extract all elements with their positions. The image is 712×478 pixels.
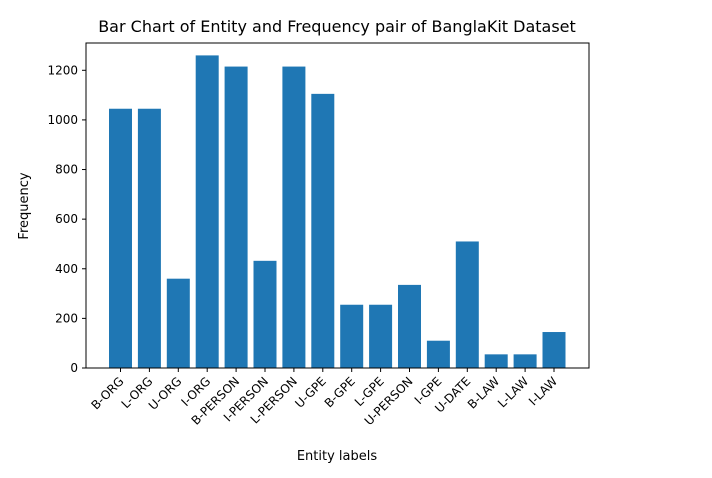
y-tick-label: 0 <box>70 361 78 375</box>
bar-b-person <box>224 66 248 368</box>
x-axis: B-ORGL-ORGU-ORGI-ORGB-PERSONI-PERSONL-PE… <box>88 368 560 428</box>
bar-l-gpe <box>369 304 393 368</box>
plot-frame <box>85 42 590 369</box>
bar-l-person <box>282 66 306 368</box>
bar-u-person <box>398 284 421 368</box>
x-tick-label: B-LAW <box>465 374 503 412</box>
bar-u-date <box>455 241 479 368</box>
y-tick-label: 600 <box>55 212 78 226</box>
x-axis-label: Entity labels <box>297 449 378 464</box>
bar-l-org <box>137 108 161 369</box>
bar-u-org <box>166 278 190 368</box>
y-tick-label: 800 <box>55 163 78 177</box>
x-tick-label: B-GPE <box>322 374 358 410</box>
bar-i-gpe <box>426 340 450 368</box>
x-tick-label: U-ORG <box>146 374 185 413</box>
y-tick-label: 1200 <box>47 63 78 77</box>
x-tick-label: I-LAW <box>526 374 560 408</box>
y-axis-label: Frequency <box>17 172 32 239</box>
x-tick-label: B-ORG <box>88 374 126 412</box>
bar-i-person <box>253 260 277 368</box>
x-tick-label: U-GPE <box>292 374 329 411</box>
bar-b-gpe <box>340 304 364 368</box>
bars-group <box>109 55 566 369</box>
x-tick-label: L-LAW <box>495 374 531 410</box>
y-tick-label: 200 <box>55 311 78 325</box>
bar-b-law <box>484 354 508 368</box>
bar-l-law <box>513 354 537 368</box>
bar-u-gpe <box>311 93 335 369</box>
bar-b-org <box>109 108 132 369</box>
y-tick-label: 400 <box>55 262 78 276</box>
y-axis: 0 200 400 600 800 1000 1200 <box>47 63 86 375</box>
bar-i-org <box>195 55 219 369</box>
bar-i-law <box>542 332 566 368</box>
y-tick-label: 1000 <box>47 113 78 127</box>
chart-title: Bar Chart of Entity and Frequency pair o… <box>98 17 576 36</box>
